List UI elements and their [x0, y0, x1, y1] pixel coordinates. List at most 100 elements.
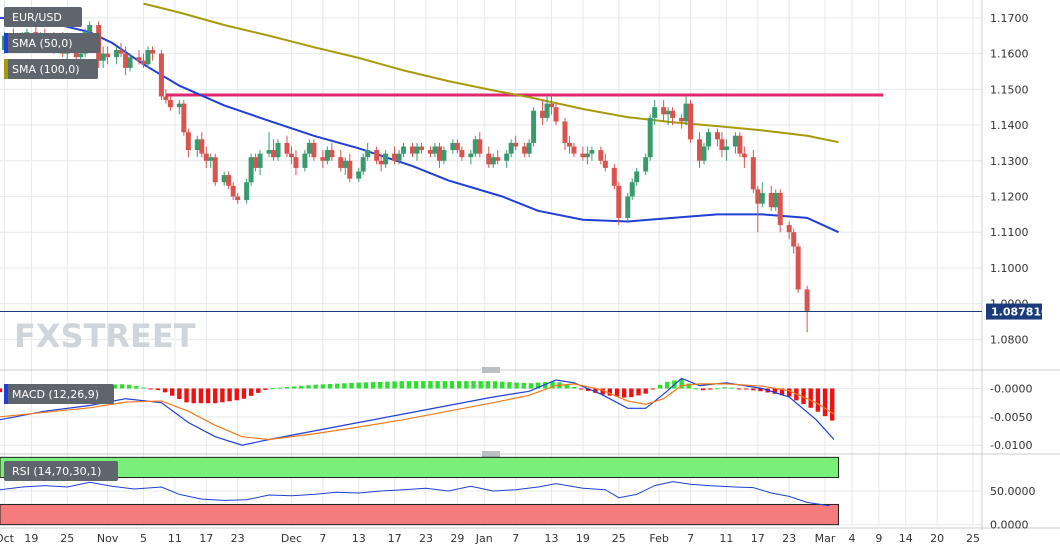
- macd-histogram-bar: [679, 378, 684, 389]
- x-axis-tick-label: 19: [576, 532, 590, 545]
- candle-body: [114, 50, 120, 58]
- rsi-panel: [0, 456, 840, 526]
- candle-body: [679, 117, 685, 122]
- macd-histogram-bar: [607, 388, 613, 396]
- x-axis-tick-label: Jan: [475, 532, 493, 545]
- macd-histogram-bar: [564, 384, 569, 389]
- macd-histogram-bar: [686, 383, 691, 389]
- candle-body: [418, 146, 424, 151]
- macd-histogram-bar: [313, 384, 318, 389]
- legend-box: [4, 33, 100, 53]
- x-axis-tick-label: 25: [966, 532, 980, 545]
- macd-histogram-bar: [478, 381, 483, 389]
- candle-body: [208, 157, 214, 161]
- x-axis-tick-label: 23: [419, 532, 433, 545]
- candle-body: [392, 153, 398, 161]
- candle-body: [360, 157, 366, 172]
- candle-body: [266, 150, 272, 154]
- macd-histogram-bar: [492, 381, 498, 389]
- price-axis-tick-label: 1.1500: [990, 83, 1029, 96]
- macd-histogram-bar: [772, 388, 778, 394]
- candle-body: [714, 132, 720, 140]
- macd-histogram-bar: [184, 388, 189, 403]
- candle-body: [472, 139, 478, 154]
- x-axis-tick-label: 17: [388, 532, 402, 545]
- grid: [0, 0, 982, 526]
- macd-histogram-bar: [507, 382, 512, 389]
- candle-body: [589, 150, 595, 154]
- candle-body: [118, 50, 124, 54]
- macd-histogram-bar: [708, 388, 713, 390]
- macd-histogram-bar: [169, 388, 175, 396]
- macd-histogram-bar: [399, 381, 404, 389]
- macd-histogram-bar: [593, 388, 598, 393]
- macd-histogram-bar: [334, 383, 340, 389]
- macd-histogram-bar: [277, 387, 283, 389]
- candle-body: [750, 157, 756, 190]
- x-axis-tick-label: Dec: [281, 532, 302, 545]
- macd-histogram-bar: [614, 388, 620, 397]
- candle-body: [306, 142, 312, 154]
- macd-histogram-bar: [284, 387, 290, 389]
- candle-body: [378, 160, 384, 165]
- candle-body: [468, 153, 474, 158]
- macd-histogram-bar: [270, 388, 275, 390]
- macd-histogram-bar: [657, 384, 663, 389]
- macd-histogram-bar: [715, 388, 720, 390]
- candle-body: [347, 160, 353, 179]
- candle-body: [598, 150, 604, 161]
- x-axis-tick-label: Nov: [97, 532, 119, 545]
- macd-histogram-bar: [291, 386, 297, 389]
- candle-body: [284, 142, 290, 154]
- macd-axis-tick-label: -0.0100: [990, 439, 1032, 452]
- price-panel: [0, 2, 982, 333]
- candle-body: [804, 289, 810, 311]
- x-axis-tick-label: 20: [930, 532, 944, 545]
- macd-histogram-bar: [786, 388, 792, 397]
- price-axis-tick-label: 1.1100: [990, 226, 1029, 239]
- macd-histogram-bar: [241, 388, 247, 399]
- macd-histogram-bar: [650, 388, 656, 390]
- x-axis-tick-label: 14: [899, 532, 913, 545]
- candle-body: [73, 50, 79, 58]
- macd-histogram-bar: [722, 387, 727, 389]
- macd-histogram-bar: [191, 388, 196, 404]
- candle-body: [755, 189, 761, 204]
- candle-body: [661, 107, 667, 115]
- candle-body: [768, 192, 774, 208]
- macd-histogram-bar: [600, 388, 605, 395]
- candle-body: [584, 153, 590, 158]
- candle-body: [759, 192, 765, 204]
- macd-histogram-bar: [822, 388, 828, 417]
- macd-histogram-bar: [413, 381, 419, 389]
- macd-histogram-bar: [299, 385, 304, 389]
- x-axis-tick-label: 7: [687, 532, 694, 545]
- macd-histogram-bar: [528, 383, 534, 389]
- macd-histogram-bar: [119, 384, 125, 389]
- macd-histogram-bar: [521, 382, 526, 389]
- candle-body: [741, 153, 747, 158]
- macd-axis-tick-label: -0.0050: [990, 411, 1032, 424]
- candle-body: [221, 175, 227, 183]
- candle-body: [732, 135, 738, 147]
- candle-body: [78, 53, 84, 58]
- macd-histogram-bar: [306, 385, 311, 389]
- x-axis-tick-label: 11: [719, 532, 733, 545]
- sma-line: [143, 2, 839, 144]
- legend-label: RSI (14,70,30,1): [12, 465, 101, 478]
- candle-body: [212, 157, 218, 183]
- macd-histogram-bar: [421, 381, 426, 389]
- legend: EUR/USD SMA (50,0) SMA (100,0) MACD (12,26,…: [4, 7, 118, 481]
- candle-body: [105, 53, 111, 58]
- candle-body: [149, 50, 155, 54]
- candle-body: [329, 150, 335, 158]
- macd-histogram-bar: [0, 388, 3, 393]
- macd-histogram-bar: [134, 386, 139, 389]
- candle-body: [611, 167, 617, 186]
- macd-histogram-bar: [514, 382, 519, 389]
- candle-body: [199, 139, 205, 154]
- price-axis-tick-label: 1.0800: [990, 333, 1029, 346]
- candle-body: [580, 153, 586, 158]
- macd-histogram-bar: [830, 388, 835, 421]
